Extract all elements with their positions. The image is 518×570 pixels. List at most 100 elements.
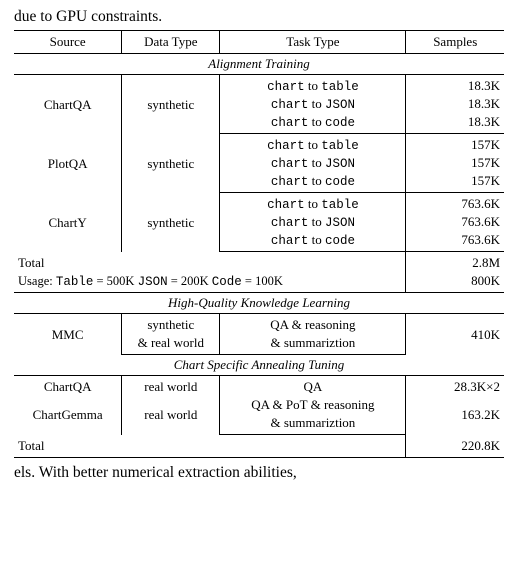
task-code: code	[325, 116, 355, 130]
task-to: to	[312, 214, 322, 229]
cell-source: PlotQA	[14, 134, 122, 193]
total-value: 220.8K	[406, 435, 504, 458]
usage-cell: Usage: Table = 500K JSON = 200K Code = 1…	[14, 272, 406, 293]
cell-samples: 410K	[406, 314, 504, 355]
cell-source: ChartQA	[14, 376, 122, 397]
usage-total: 800K	[406, 272, 504, 293]
cell-task: chart to JSON	[220, 213, 406, 231]
task-code: chart	[271, 157, 309, 171]
table-row: ChartGemma real world QA & PoT & reasoni…	[14, 396, 504, 414]
data-table: Source Data Type Task Type Samples Align…	[14, 30, 504, 458]
task-code: code	[325, 175, 355, 189]
section-title: Chart Specific Annealing Tuning	[14, 355, 504, 376]
table-row: PlotQA synthetic chart to table 157K	[14, 134, 504, 155]
cell-datatype: & real world	[122, 334, 220, 355]
cell-samples: 18.3K	[406, 95, 504, 113]
usage-code: Code	[212, 275, 242, 289]
cell-samples: 18.3K	[406, 113, 504, 134]
cell-samples: 163.2K	[406, 396, 504, 435]
cell-task: QA & reasoning	[220, 314, 406, 335]
usage-code: JSON	[138, 275, 168, 289]
cell-task: chart to code	[220, 231, 406, 252]
hdr-datatype: Data Type	[122, 31, 220, 54]
cell-datatype: synthetic	[122, 193, 220, 252]
total-row: Total 2.8M	[14, 252, 504, 273]
total-label: Total	[14, 252, 406, 273]
task-code: chart	[271, 98, 309, 112]
table-row: ChartQA synthetic chart to table 18.3K	[14, 75, 504, 96]
cell-task: chart to code	[220, 113, 406, 134]
task-code: chart	[271, 116, 309, 130]
cell-source: ChartY	[14, 193, 122, 252]
usage-prefix: Usage:	[18, 274, 56, 288]
usage-text: = 100K	[242, 274, 283, 288]
cell-task: & summariztion	[220, 334, 406, 355]
cell-datatype: synthetic	[122, 134, 220, 193]
total-label: Total	[14, 435, 406, 458]
table-row: MMC synthetic QA & reasoning 410K	[14, 314, 504, 335]
task-to: to	[312, 173, 322, 188]
cell-samples: 28.3K×2	[406, 376, 504, 397]
task-code: JSON	[325, 216, 355, 230]
cell-task: QA & PoT & reasoning	[220, 396, 406, 414]
cell-datatype: real world	[122, 376, 220, 397]
table-header-row: Source Data Type Task Type Samples	[14, 31, 504, 54]
hdr-tasktype: Task Type	[220, 31, 406, 54]
cell-samples: 157K	[406, 172, 504, 193]
cell-task: chart to table	[220, 193, 406, 214]
task-code: chart	[267, 80, 305, 94]
task-code: chart	[267, 198, 305, 212]
cell-task: QA	[220, 376, 406, 397]
cell-task: & summariztion	[220, 414, 406, 435]
post-text: els. With better numerical extraction ab…	[14, 464, 504, 482]
cell-source: MMC	[14, 314, 122, 355]
cell-task: chart to JSON	[220, 154, 406, 172]
cell-task: chart to code	[220, 172, 406, 193]
task-code: table	[321, 80, 359, 94]
task-to: to	[312, 96, 322, 111]
hdr-source: Source	[14, 31, 122, 54]
hdr-samples: Samples	[406, 31, 504, 54]
task-code: chart	[271, 175, 309, 189]
total-row: Total 220.8K	[14, 435, 504, 458]
cell-samples: 763.6K	[406, 213, 504, 231]
cell-samples: 157K	[406, 154, 504, 172]
task-code: table	[321, 198, 359, 212]
cell-samples: 18.3K	[406, 75, 504, 96]
cell-source: ChartGemma	[14, 396, 122, 435]
cell-task: chart to table	[220, 75, 406, 96]
pre-text: due to GPU constraints.	[14, 8, 504, 26]
table-row: ChartQA real world QA 28.3K×2	[14, 376, 504, 397]
cell-source: ChartQA	[14, 75, 122, 134]
cell-samples: 157K	[406, 134, 504, 155]
task-to: to	[312, 114, 322, 129]
usage-text: = 200K	[168, 274, 212, 288]
cell-samples: 763.6K	[406, 231, 504, 252]
task-to: to	[312, 232, 322, 247]
task-code: chart	[271, 234, 309, 248]
task-to: to	[308, 196, 318, 211]
section-title-row: High-Quality Knowledge Learning	[14, 293, 504, 314]
task-to: to	[308, 137, 318, 152]
task-code: JSON	[325, 157, 355, 171]
total-value: 2.8M	[406, 252, 504, 273]
section-title: High-Quality Knowledge Learning	[14, 293, 504, 314]
cell-datatype: real world	[122, 396, 220, 435]
task-code: table	[321, 139, 359, 153]
task-to: to	[312, 155, 322, 170]
section-title-row: Chart Specific Annealing Tuning	[14, 355, 504, 376]
task-code: JSON	[325, 98, 355, 112]
cell-samples: 763.6K	[406, 193, 504, 214]
usage-text: = 500K	[93, 274, 137, 288]
cell-datatype: synthetic	[122, 314, 220, 335]
task-code: chart	[271, 216, 309, 230]
task-code: code	[325, 234, 355, 248]
cell-task: chart to JSON	[220, 95, 406, 113]
cell-datatype: synthetic	[122, 75, 220, 134]
task-to: to	[308, 78, 318, 93]
table-row: ChartY synthetic chart to table 763.6K	[14, 193, 504, 214]
task-code: chart	[267, 139, 305, 153]
section-title: Alignment Training	[14, 54, 504, 75]
usage-code: Table	[56, 275, 94, 289]
cell-task: chart to table	[220, 134, 406, 155]
